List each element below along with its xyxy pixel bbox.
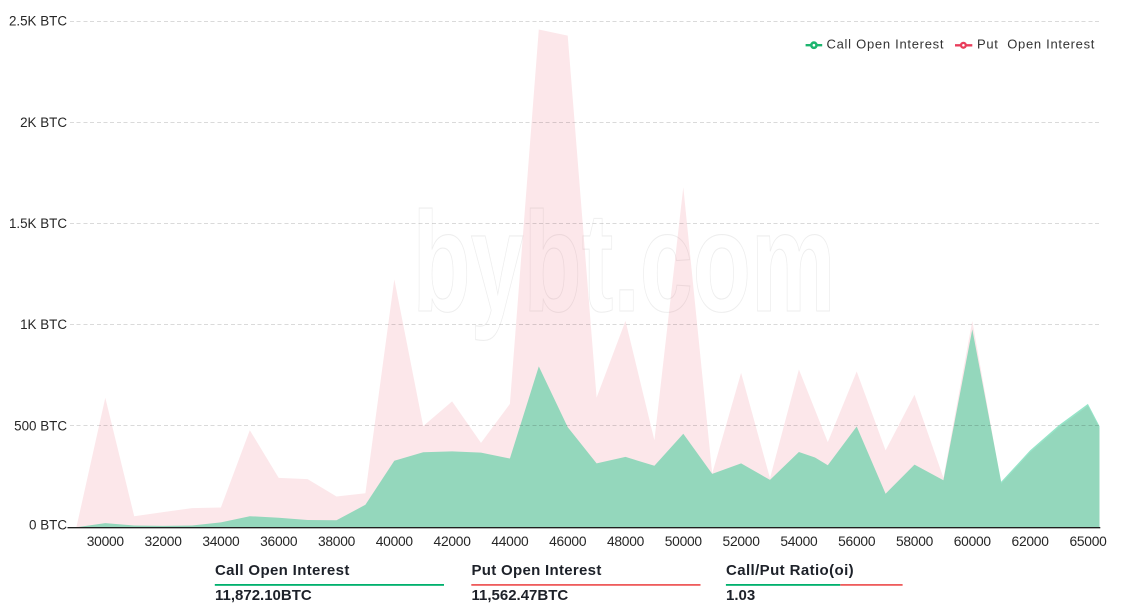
svg-text:58000: 58000: [896, 534, 934, 549]
svg-text:44000: 44000: [491, 534, 529, 549]
svg-text:54000: 54000: [780, 534, 818, 549]
svg-text:36000: 36000: [260, 534, 298, 549]
svg-text:48000: 48000: [607, 534, 645, 549]
svg-text:65000: 65000: [1069, 534, 1107, 549]
svg-text:1.5K BTC: 1.5K BTC: [9, 216, 67, 231]
svg-text:38000: 38000: [318, 534, 356, 549]
svg-text:2K BTC: 2K BTC: [20, 115, 67, 130]
svg-text:11,872.10BTC: 11,872.10BTC: [215, 587, 312, 604]
svg-text:34000: 34000: [202, 534, 240, 549]
svg-text:50000: 50000: [665, 534, 703, 549]
svg-text:Put Open Interest: Put Open Interest: [472, 562, 602, 579]
svg-text:32000: 32000: [145, 534, 183, 549]
svg-text:52000: 52000: [723, 534, 761, 549]
svg-text:30000: 30000: [87, 534, 125, 549]
svg-text:Call Open Interest: Call Open Interest: [215, 562, 350, 579]
svg-text:46000: 46000: [549, 534, 587, 549]
svg-text:500 BTC: 500 BTC: [14, 418, 67, 433]
svg-text:60000: 60000: [954, 534, 992, 549]
svg-text:11,562.47BTC: 11,562.47BTC: [472, 587, 569, 604]
svg-text:1.03: 1.03: [726, 587, 755, 604]
svg-text:56000: 56000: [838, 534, 876, 549]
svg-text:1K BTC: 1K BTC: [20, 317, 67, 332]
svg-text:Call/Put Ratio(oi): Call/Put Ratio(oi): [726, 562, 854, 579]
svg-text:42000: 42000: [434, 534, 472, 549]
svg-text:Put Open Interest: Put Open Interest: [977, 37, 1095, 52]
svg-text:0 BTC: 0 BTC: [29, 517, 67, 532]
svg-text:Call Open Interest: Call Open Interest: [827, 37, 945, 52]
svg-text:2.5K BTC: 2.5K BTC: [9, 14, 67, 29]
svg-text:40000: 40000: [376, 534, 414, 549]
svg-text:62000: 62000: [1012, 534, 1050, 549]
svg-text:bybt.com: bybt.com: [413, 183, 836, 342]
